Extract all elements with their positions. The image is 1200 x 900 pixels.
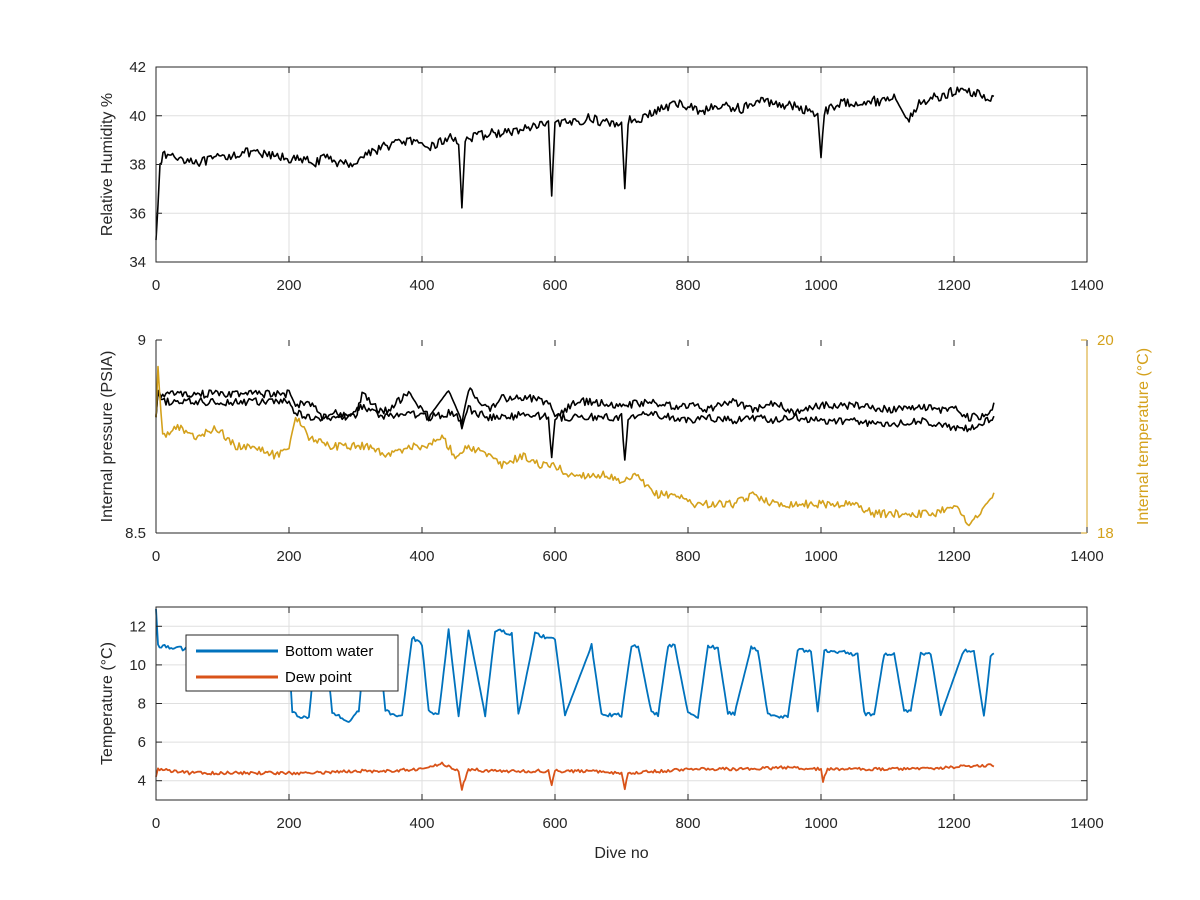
humidity-x-tick-label-1400: 1400	[1070, 277, 1103, 294]
pressure-y-axis-label: Internal pressure (PSIA)	[99, 351, 116, 523]
temperature-x-tick-label-600: 600	[542, 815, 567, 832]
pressure-x-tick-label-1200: 1200	[937, 548, 970, 565]
pressure-x-tick-label-1000: 1000	[804, 548, 837, 565]
legend-dew-point-label: Dew point	[285, 669, 353, 686]
temperature-x-tick-label-400: 400	[409, 815, 434, 832]
temperature-x-tick-label-1200: 1200	[937, 815, 970, 832]
pressure-x-tick-label-1400: 1400	[1070, 548, 1103, 565]
humidity-y-tick-label-38: 38	[129, 157, 146, 174]
pressure-x-tick-label-200: 200	[276, 548, 301, 565]
temperature-y-ticks: 4 6 8 10 12	[129, 618, 1087, 790]
humidity-x-tick-label-0: 0	[152, 277, 160, 294]
humidity-x-tick-label-800: 800	[675, 277, 700, 294]
pressure-series-2	[155, 365, 995, 527]
dive-no-x-axis-label: Dive no	[594, 845, 648, 862]
humidity-y-ticks: 34 36 38 40 42	[129, 59, 1087, 271]
temperature-y-tick-label-12: 12	[129, 618, 146, 635]
temperature-x-tick-label-0: 0	[152, 815, 160, 832]
pressure-x-tick-label-800: 800	[675, 548, 700, 565]
humidity-y-axis-label: Relative Humidity %	[99, 93, 116, 236]
temperature-x-tick-label-200: 200	[276, 815, 301, 832]
pressure-x-tick-label-600: 600	[542, 548, 567, 565]
temperature-x-tick-label-800: 800	[675, 815, 700, 832]
humidity-x-tick-label-1200: 1200	[937, 277, 970, 294]
pressure-y-ticks: 8.59	[125, 332, 162, 542]
temperature-series-0	[155, 608, 995, 723]
humidity-x-tick-label-200: 200	[276, 277, 301, 294]
temperature-y-axis-label: Temperature (°C)	[99, 642, 116, 765]
internal-temperature-y-tick-label-18: 18	[1097, 525, 1114, 542]
pressure-x-tick-label-400: 400	[409, 548, 434, 565]
temperature-x-tick-label-1400: 1400	[1070, 815, 1103, 832]
internal-temperature-y-tick-label-20: 20	[1097, 332, 1114, 349]
humidity-series-0	[155, 86, 995, 241]
pressure-series-0	[155, 389, 995, 461]
temperature-x-ticks: 0 200 400 600 800 1000 1200 1400	[152, 607, 1104, 832]
legend: Bottom water Dew point	[185, 634, 399, 692]
temperature-y-tick-label-8: 8	[138, 696, 146, 713]
humidity-series	[155, 86, 995, 241]
legend-bottom-water-label: Bottom water	[285, 643, 373, 660]
temperature-series-1	[155, 761, 995, 791]
temperature-x-tick-label-1000: 1000	[804, 815, 837, 832]
humidity-x-tick-label-400: 400	[409, 277, 434, 294]
pressure-y-tick-label-8.5: 8.5	[125, 525, 146, 542]
temperature-y-tick-label-10: 10	[129, 657, 146, 674]
humidity-y-tick-label-42: 42	[129, 59, 146, 76]
pressure-axes-box	[155, 340, 1088, 534]
humidity-grid	[156, 67, 1087, 262]
pressure-x-tick-label-0: 0	[152, 548, 160, 565]
humidity-x-tick-label-1000: 1000	[804, 277, 837, 294]
pressure-temperature-series	[155, 365, 995, 527]
pressure-x-ticks: 0 200 400 600 800 1000 1200 1400	[152, 340, 1104, 565]
legend-box	[185, 634, 399, 692]
temperature-y-tick-label-4: 4	[138, 773, 146, 790]
humidity-y-tick-label-40: 40	[129, 108, 146, 125]
pressure-series-1	[155, 387, 995, 425]
humidity-x-tick-label-600: 600	[542, 277, 567, 294]
temperature-series	[155, 608, 995, 791]
humidity-y-tick-label-34: 34	[129, 254, 146, 271]
internal-temperature-y-axis-label: Internal temperature (°C)	[1135, 348, 1152, 525]
humidity-x-ticks: 0 200 400 600 800 1000 1200 1400	[152, 67, 1104, 294]
pressure-y-tick-label-9: 9	[138, 332, 146, 349]
humidity-panel: 0 200 400 600 800 1000 1200 1400 34 36 38 40 42 Rel…	[99, 59, 1104, 294]
humidity-y-tick-label-36: 36	[129, 205, 146, 222]
temperature-panel: 0 200 400 600 800 1000 1200 1400 4 6 8 10 12 Temper…	[99, 606, 1104, 862]
temperature-y-tick-label-6: 6	[138, 734, 146, 751]
